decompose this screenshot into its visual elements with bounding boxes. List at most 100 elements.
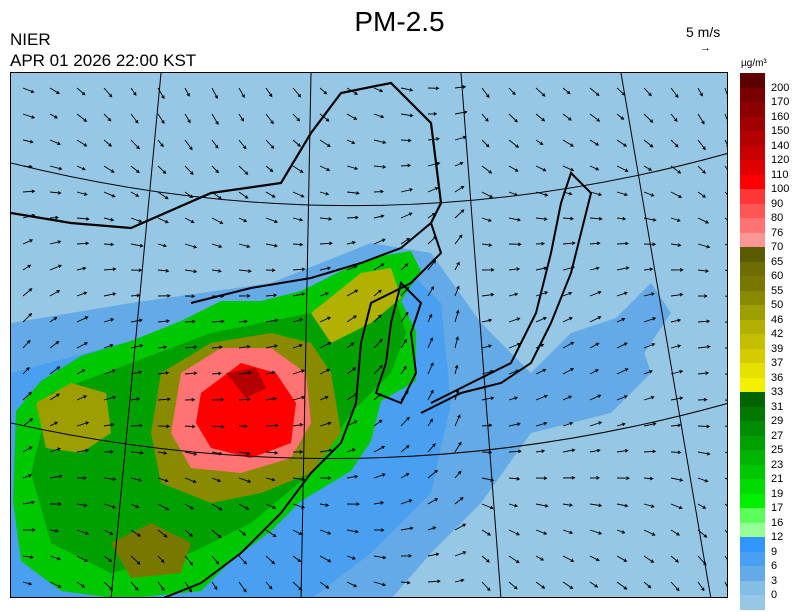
legend-swatch: [740, 290, 765, 305]
wind-arrow: [211, 319, 225, 324]
wind-arrow: [49, 316, 58, 323]
wind-arrow: [589, 266, 600, 271]
wind-arrow: [670, 450, 682, 455]
wind-arrow: [400, 311, 409, 323]
wind-arrow: [535, 316, 547, 323]
wind-arrow: [724, 347, 727, 349]
region-olive-north: [311, 268, 401, 343]
wind-arrow: [454, 135, 467, 141]
wind-arrow: [724, 139, 727, 147]
wind-arrow: [22, 339, 31, 349]
wind-arrow: [103, 191, 116, 198]
wind-arrow: [292, 344, 303, 349]
wind-arrow: [211, 217, 224, 224]
wind-arrow: [373, 314, 382, 323]
wind-arrow: [49, 474, 63, 479]
wind-arrow: [49, 366, 61, 375]
wind-arrow: [49, 421, 59, 427]
wind-arrow: [319, 191, 330, 196]
wind-arrow: [481, 87, 490, 99]
wind-arrow: [724, 425, 727, 427]
wind-arrow: [130, 450, 144, 455]
wind-arrow: [49, 87, 60, 95]
longitude-line: [110, 73, 162, 597]
wind-arrow: [238, 581, 247, 593]
wind-arrow: [670, 581, 680, 592]
legend-swatch: [740, 348, 765, 363]
wind-arrow: [589, 216, 603, 221]
wind-arrow: [103, 395, 117, 401]
wind-arrow: [562, 581, 574, 589]
wind-arrow: [562, 421, 574, 427]
wind-arrow: [427, 469, 438, 479]
region-japan-blue: [451, 283, 671, 433]
wind-arrow: [157, 451, 168, 455]
wind-arrow: [22, 366, 30, 375]
wind-arrow: [643, 529, 656, 536]
wind-arrow: [454, 470, 462, 479]
wind-arrow: [238, 243, 251, 248]
wind-arrow: [265, 165, 274, 173]
legend-label: 140: [771, 139, 790, 152]
wind-arrow: [346, 315, 357, 323]
wind-arrow: [697, 139, 706, 151]
wind-arrow: [103, 422, 115, 427]
wind-arrow: [265, 268, 276, 273]
legend-label: 0: [771, 589, 778, 601]
wind-arrow: [562, 448, 576, 453]
wind-arrow: [22, 87, 35, 93]
wind-arrow: [508, 369, 520, 375]
wind-arrow: [265, 555, 276, 565]
wind-arrow: [481, 243, 493, 247]
legend-label: 36: [771, 371, 784, 384]
region-red: [196, 363, 296, 458]
wind-arrow: [562, 87, 571, 95]
wind-arrow: [724, 581, 727, 591]
wind-arrow: [211, 243, 223, 249]
wind-arrow: [76, 113, 88, 122]
wind-arrow: [427, 337, 434, 349]
wind-arrow: [670, 503, 683, 510]
wind-arrow: [454, 309, 460, 323]
wind-arrow: [238, 370, 252, 375]
wind-arrow: [157, 555, 165, 563]
wind-arrow: [454, 523, 467, 531]
legend-swatch: [740, 73, 765, 88]
legend-label: 9: [771, 545, 778, 558]
wind-arrow: [49, 165, 63, 171]
wind-arrow: [454, 110, 468, 115]
wind-arrow: [373, 189, 384, 194]
wind-arrow: [481, 581, 491, 592]
wind-arrow: [589, 291, 602, 297]
wind-arrow: [346, 139, 356, 144]
wind-arrow: [481, 139, 490, 148]
wind-arrow: [589, 165, 600, 171]
wind-arrow: [643, 113, 654, 123]
wind-arrow: [49, 502, 62, 506]
wind-arrow: [454, 551, 467, 557]
wind-arrow: [319, 266, 332, 271]
wind-arrow: [616, 266, 630, 271]
wind-arrow: [535, 191, 549, 197]
region-olive-south: [111, 523, 191, 578]
wind-arrow: [292, 191, 305, 198]
wind-arrow: [346, 555, 356, 560]
wind-arrow: [292, 217, 304, 222]
legend-label: 120: [771, 154, 790, 166]
wind-arrow: [211, 345, 223, 350]
wind-arrow: [400, 263, 409, 271]
graticule: [11, 73, 727, 597]
wind-arrow: [373, 528, 385, 532]
wind-arrow: [157, 503, 170, 511]
wind-arrow: [508, 342, 521, 349]
wind-arrow: [535, 529, 548, 535]
wind-arrow: [697, 503, 707, 509]
legend-swatch: [740, 580, 765, 595]
wind-arrow: [373, 393, 382, 401]
wind-arrow: [400, 212, 413, 219]
wind-arrow: [292, 267, 306, 272]
wind-arrow: [346, 165, 359, 171]
wind-arrow: [562, 555, 575, 562]
wind-arrow: [454, 497, 464, 505]
wind-arrow: [454, 336, 459, 349]
